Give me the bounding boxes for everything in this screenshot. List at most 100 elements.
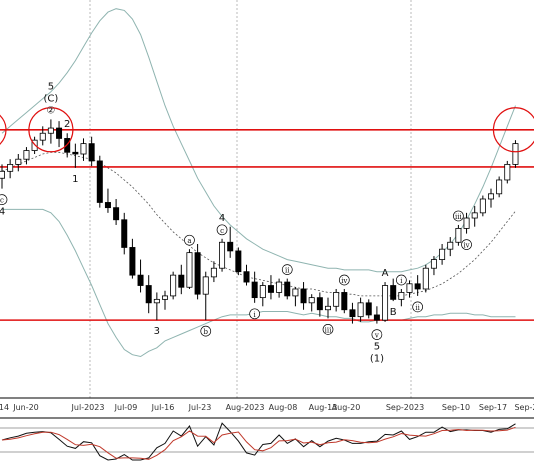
wave-label-circle xyxy=(396,274,407,286)
wave-label-circle xyxy=(412,301,423,313)
wave-label-circle xyxy=(216,224,228,236)
candle-body xyxy=(496,179,503,195)
wave-label: a xyxy=(187,237,191,245)
candle-body xyxy=(267,285,274,293)
wave-label: 1 xyxy=(72,174,78,185)
x-tick-label: Jul-16 xyxy=(151,403,175,412)
oscillator-line xyxy=(1,422,516,461)
wave-label: v xyxy=(374,332,379,340)
candle-body xyxy=(186,252,193,288)
wave-label: 4 xyxy=(219,213,225,224)
x-tick-label: Jul-2023 xyxy=(71,403,105,412)
wave-label: 5 xyxy=(48,81,54,92)
candle-body xyxy=(357,302,364,318)
candle-body xyxy=(324,305,331,311)
candle-body xyxy=(7,163,14,172)
candle-body xyxy=(512,143,519,165)
wave-label: i xyxy=(400,277,403,285)
candle-body xyxy=(219,241,226,269)
wave-label: 4 xyxy=(0,207,5,218)
candle-body xyxy=(447,241,454,250)
x-tick-label: Jul-23 xyxy=(188,403,212,412)
candle-body xyxy=(479,198,486,214)
x-tick-label: Sep-17 xyxy=(479,403,507,412)
x-tick-label: Aug-13 xyxy=(309,403,338,412)
highlight-circle xyxy=(28,107,74,153)
wave-label: 2 xyxy=(64,119,70,130)
wave-label-circle xyxy=(281,264,293,275)
candle-body xyxy=(373,314,380,321)
candle-body xyxy=(72,151,79,155)
candle-body xyxy=(194,252,201,295)
candle-body xyxy=(463,217,470,229)
candle-body xyxy=(382,285,389,321)
candle-body xyxy=(333,292,340,307)
wave-label: ② xyxy=(46,105,55,116)
candle-body xyxy=(300,288,307,304)
candle-body xyxy=(430,259,437,269)
wave-label: ii xyxy=(285,267,290,275)
wave-label: i xyxy=(254,311,257,319)
candle-body xyxy=(178,274,185,288)
x-tick-label: Aug-08 xyxy=(269,403,298,412)
candle-body xyxy=(170,274,177,297)
wave-label: ii xyxy=(415,304,420,312)
candle-body xyxy=(284,281,291,297)
wave-label: (1) xyxy=(370,354,384,365)
candle-body xyxy=(39,132,46,141)
wave-label-circle xyxy=(338,274,350,286)
candle-body xyxy=(308,297,315,304)
wave-label: (C) xyxy=(44,93,59,104)
wave-label: 5 xyxy=(374,342,380,353)
x-tick-label: 14 xyxy=(0,403,9,412)
wave-label: c xyxy=(220,227,224,235)
candle-body xyxy=(471,212,478,219)
wave-label: A xyxy=(382,268,389,279)
candle-body xyxy=(439,248,446,260)
wave-label-circle xyxy=(322,324,334,335)
candle-body xyxy=(137,274,144,286)
candle-body xyxy=(96,160,103,203)
wave-label: iv xyxy=(341,277,347,285)
candle-body xyxy=(202,276,209,295)
candle-body xyxy=(292,288,299,297)
candle-body xyxy=(235,250,242,273)
candle-body xyxy=(276,281,283,293)
x-tick-label: Sep-2 xyxy=(514,403,534,412)
candle-body xyxy=(80,143,87,155)
candle-body xyxy=(390,285,397,300)
candle-body xyxy=(251,281,258,299)
wave-label-circle xyxy=(453,210,464,222)
candle-body xyxy=(259,285,266,299)
candle-body xyxy=(210,267,217,278)
wave-label: B xyxy=(390,307,397,318)
candle-body xyxy=(104,202,111,209)
wave-label-circle xyxy=(371,329,383,340)
highlight-circle xyxy=(0,114,7,145)
candle-body xyxy=(23,150,30,160)
candle-body xyxy=(349,309,356,318)
candle-body xyxy=(15,158,22,165)
candle-body xyxy=(88,143,95,162)
candle-body xyxy=(56,127,63,139)
candle-body xyxy=(243,271,250,283)
x-tick-label: Sep-2023 xyxy=(386,403,424,412)
lower-band-line xyxy=(2,208,516,358)
candle-body xyxy=(487,193,494,200)
x-tick-label: Sep-10 xyxy=(442,403,470,412)
candle-body xyxy=(129,247,136,276)
candle-body xyxy=(455,228,462,243)
highlight-circle xyxy=(492,107,534,153)
wave-label-circle xyxy=(200,325,212,337)
upper-band-line xyxy=(1,8,516,273)
wave-label-circle xyxy=(249,308,260,320)
wave-label: iii xyxy=(325,326,332,334)
wave-label: iii xyxy=(455,213,462,221)
middle-band-line xyxy=(1,151,516,297)
candle-body xyxy=(316,297,323,311)
candle-body xyxy=(0,170,5,179)
candle-body xyxy=(47,127,54,134)
candle-body xyxy=(406,283,413,293)
candle-body xyxy=(422,267,429,290)
